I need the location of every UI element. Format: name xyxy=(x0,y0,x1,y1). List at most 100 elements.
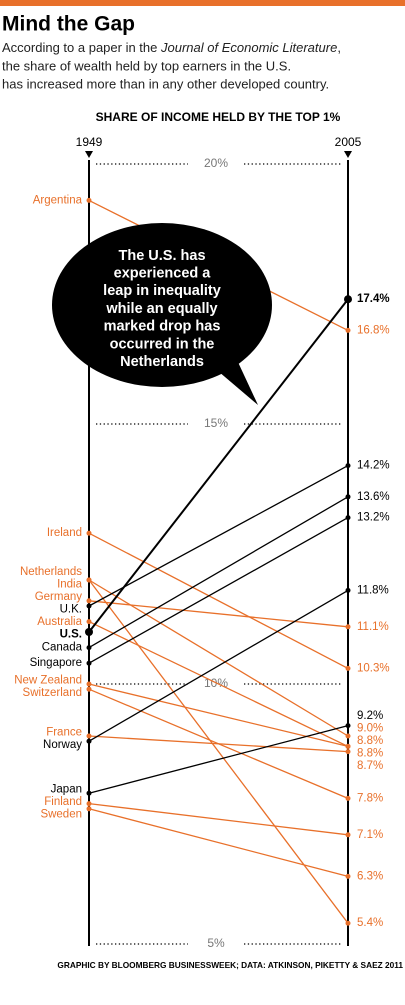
slope-line xyxy=(88,532,349,669)
x-label: 1949 xyxy=(76,135,103,149)
point xyxy=(86,686,92,692)
point xyxy=(85,628,93,636)
point xyxy=(345,463,351,469)
point xyxy=(345,587,351,593)
bubble-body xyxy=(52,223,272,387)
series-name: Germany xyxy=(35,591,83,603)
axis-marker xyxy=(344,151,352,158)
value-label: 8.7% xyxy=(357,760,383,772)
value-label: 5.4% xyxy=(357,917,383,929)
annotation-line: experienced a xyxy=(114,266,212,282)
point xyxy=(86,530,92,536)
series-name: Argentina xyxy=(33,194,83,206)
point xyxy=(86,801,92,807)
x-label: 2005 xyxy=(335,135,362,149)
slope-line xyxy=(88,298,349,633)
y-tick-label: 15% xyxy=(204,416,228,430)
series-name: New Zealand xyxy=(14,674,82,686)
subtitle: has increased more than in any other dev… xyxy=(2,76,329,91)
axis-marker xyxy=(85,151,93,158)
value-label: 11.1% xyxy=(357,621,389,633)
slope-line xyxy=(88,802,349,836)
point xyxy=(86,603,92,609)
point xyxy=(86,619,92,625)
point xyxy=(345,494,351,500)
slope-line xyxy=(88,579,349,737)
annotation-line: leap in inequality xyxy=(103,283,221,299)
annotation-line: The U.S. has xyxy=(118,248,205,264)
value-label: 8.8% xyxy=(357,735,383,747)
value-label: 10.3% xyxy=(357,662,390,674)
value-label: 11.8% xyxy=(357,584,389,596)
value-label: 9.2% xyxy=(357,710,383,722)
subtitle-part: Journal of Economic Literature xyxy=(160,40,337,55)
series-name: Singapore xyxy=(30,657,82,669)
slope-line xyxy=(88,600,349,628)
point xyxy=(345,749,351,755)
point xyxy=(86,598,92,604)
annotation-line: occurred in the xyxy=(110,336,215,352)
slope-line xyxy=(88,808,349,878)
value-label: 16.8% xyxy=(357,324,390,336)
slope-line xyxy=(88,517,349,664)
series-name: Norway xyxy=(43,739,82,751)
series-name: Finland xyxy=(44,796,82,808)
value-label: 13.6% xyxy=(357,491,390,503)
slope-line xyxy=(88,589,349,742)
series-name: Netherlands xyxy=(20,566,82,578)
point xyxy=(345,515,351,521)
annotation-line: marked drop has xyxy=(104,319,221,335)
value-label: 6.3% xyxy=(357,870,383,882)
point xyxy=(86,790,92,796)
point xyxy=(86,806,92,812)
subtitle: According to a paper in the Journal of E… xyxy=(2,40,341,55)
value-label: 9.0% xyxy=(357,723,383,735)
series-name: India xyxy=(57,579,83,591)
annotation-line: Netherlands xyxy=(120,354,204,370)
value-label: 13.2% xyxy=(357,512,390,524)
value-label: 7.1% xyxy=(357,829,383,841)
series-name: U.K. xyxy=(60,604,82,616)
point xyxy=(345,795,351,801)
value-label: 8.8% xyxy=(357,748,383,760)
top-bar xyxy=(0,0,405,6)
annotation-line: while an equally xyxy=(105,301,217,317)
point xyxy=(345,733,351,739)
point xyxy=(86,738,92,744)
series-name: Switzerland xyxy=(23,687,82,699)
series-name: France xyxy=(46,726,82,738)
point xyxy=(345,327,351,333)
title: Mind the Gap xyxy=(2,13,135,36)
value-label: 7.8% xyxy=(357,792,383,804)
point xyxy=(345,832,351,838)
point xyxy=(86,681,92,687)
point xyxy=(86,197,92,203)
point xyxy=(345,624,351,630)
series-name: Australia xyxy=(37,616,82,628)
chart-title: SHARE OF INCOME HELD BY THE TOP 1% xyxy=(96,110,341,124)
value-label: 14.2% xyxy=(357,460,390,472)
series-name: U.S. xyxy=(60,629,82,641)
bubble-tail xyxy=(205,345,258,405)
slope-line xyxy=(88,735,349,753)
point xyxy=(345,743,351,749)
point xyxy=(345,723,351,729)
point xyxy=(344,295,352,304)
point xyxy=(86,577,92,583)
slope-line xyxy=(88,621,349,747)
y-tick-label: 20% xyxy=(204,156,228,170)
point xyxy=(86,733,92,739)
subtitle-part: According to a paper in the xyxy=(2,40,161,55)
point xyxy=(345,665,351,671)
value-label: 17.4% xyxy=(357,293,390,305)
slope-line xyxy=(88,724,349,794)
point xyxy=(86,645,92,651)
series-name: Ireland xyxy=(47,527,82,539)
subtitle-part: , xyxy=(337,40,341,55)
source: GRAPHIC BY BLOOMBERG BUSINESSWEEK; DATA:… xyxy=(57,960,403,970)
series-name: Canada xyxy=(42,642,83,654)
point xyxy=(345,920,351,926)
point xyxy=(86,660,92,666)
